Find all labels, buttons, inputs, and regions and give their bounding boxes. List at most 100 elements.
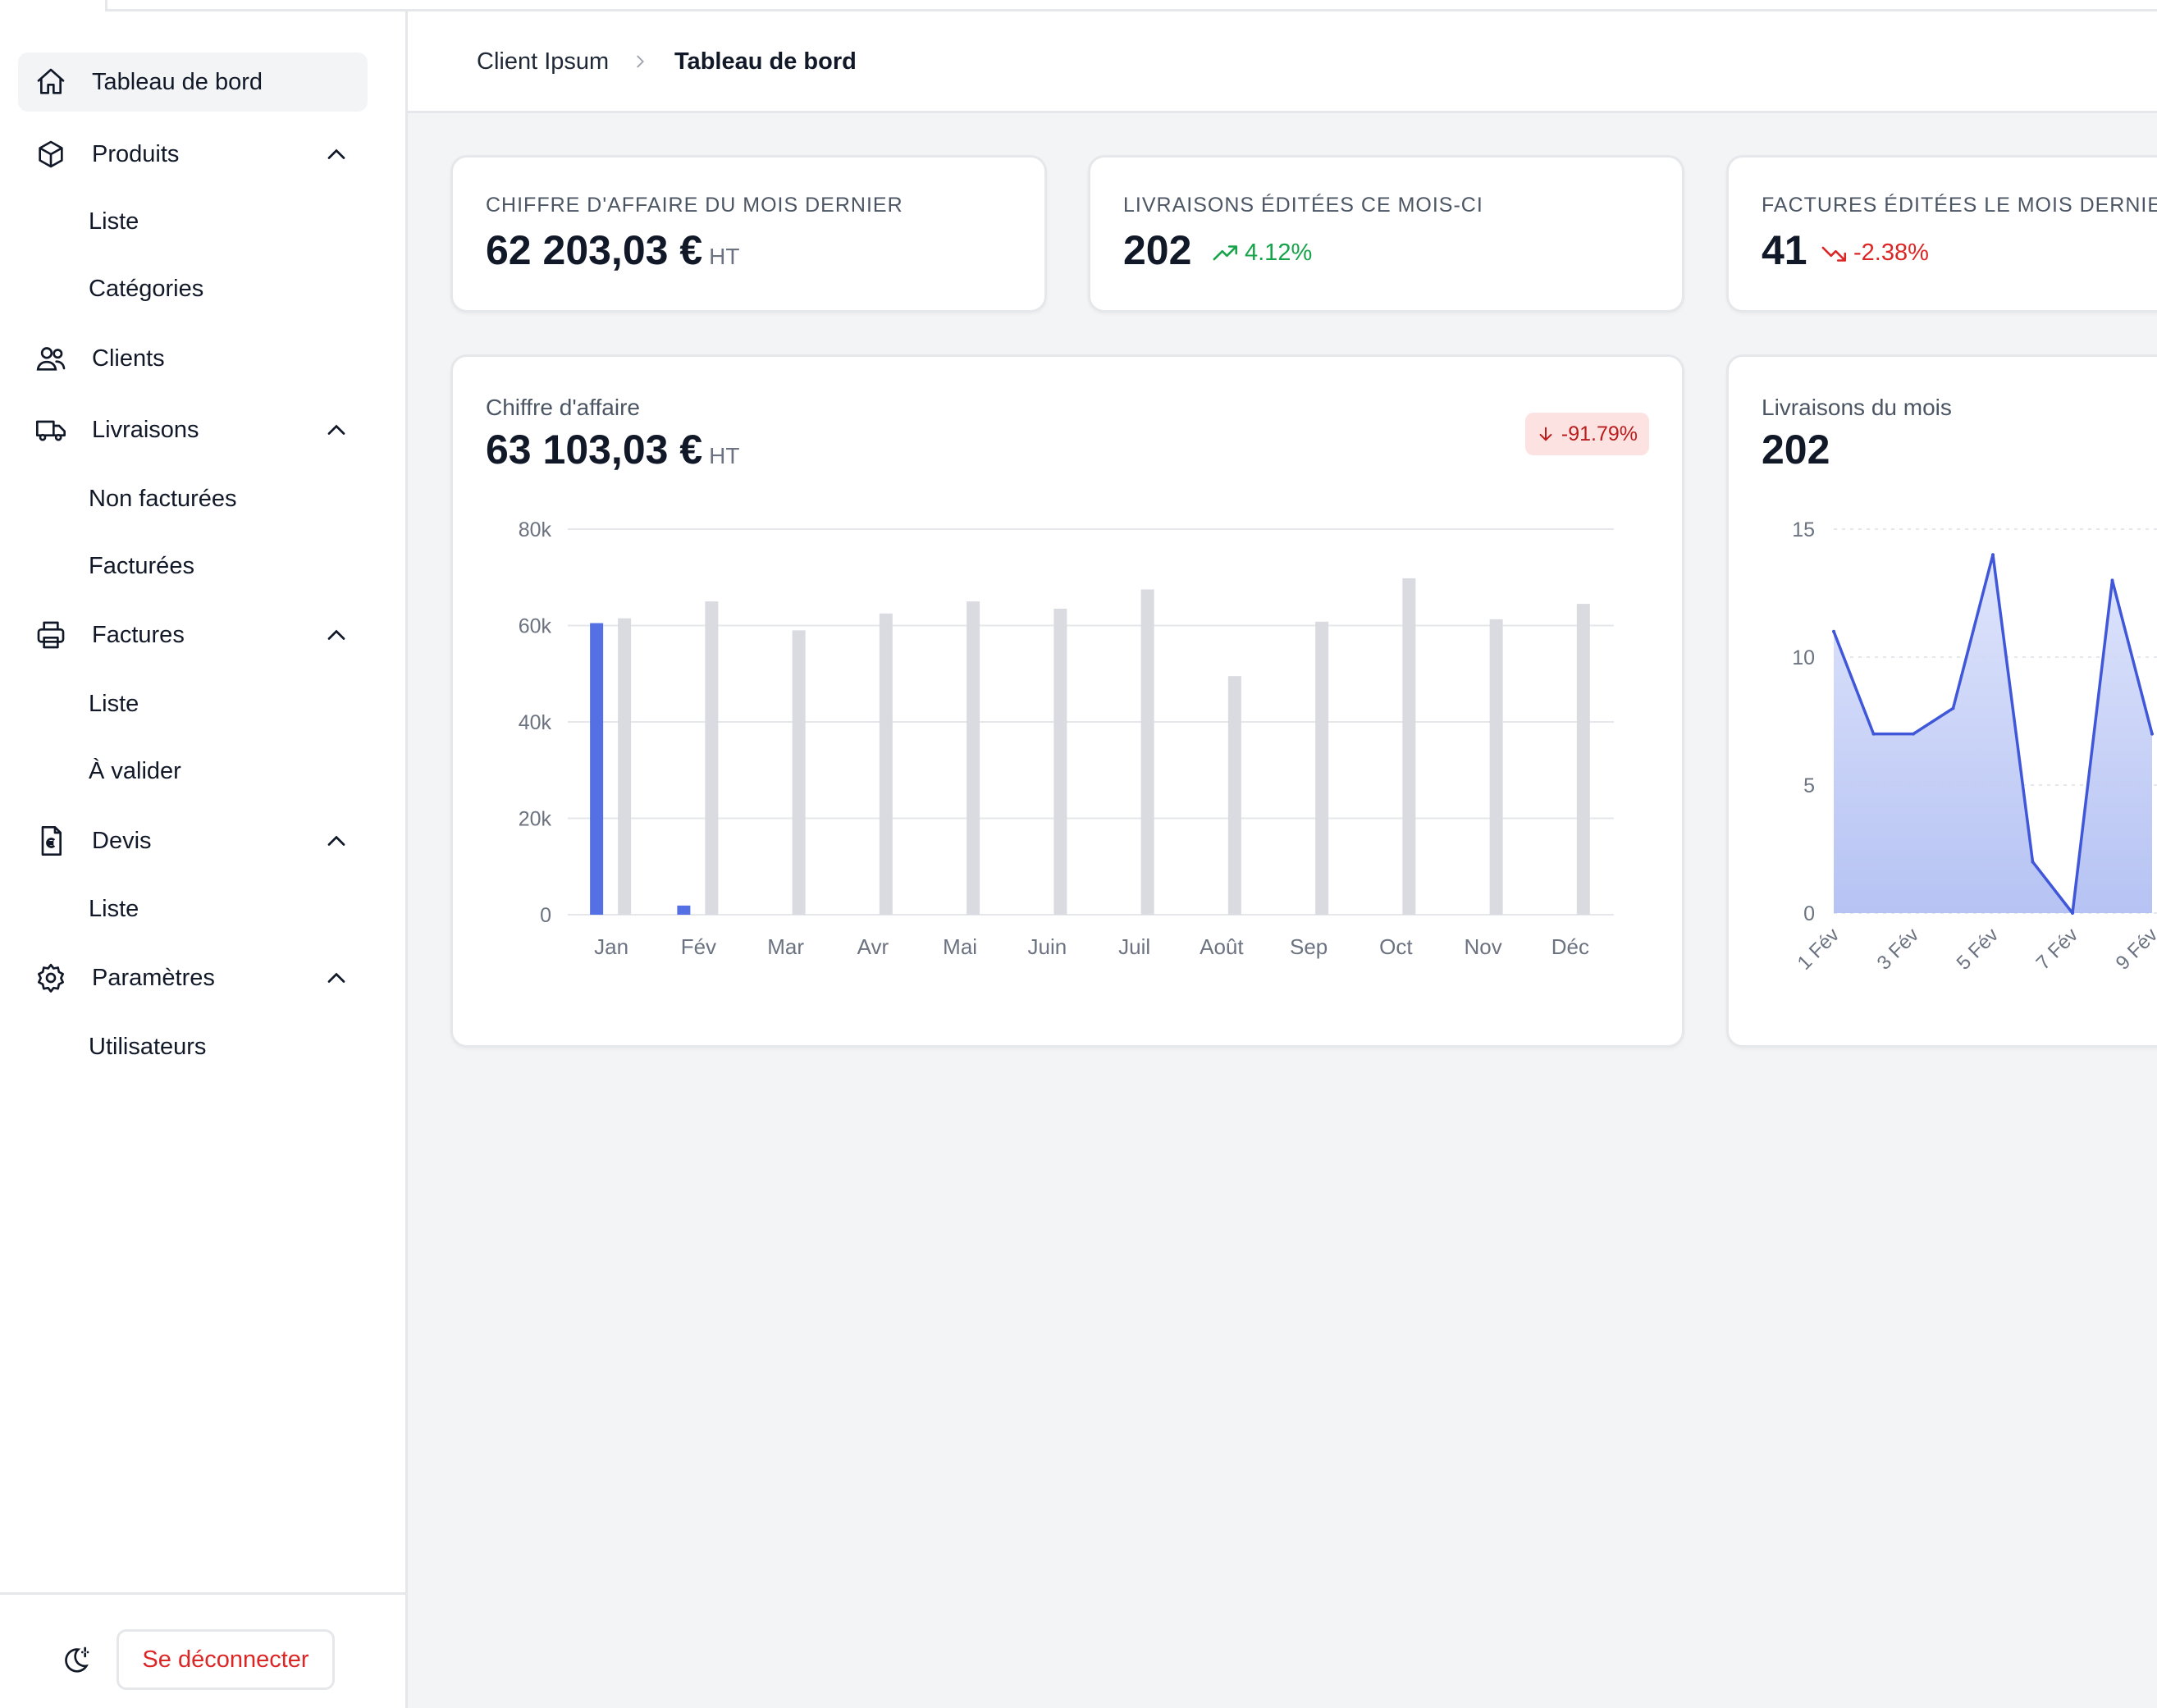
y-tick-label: 60k [519,615,552,638]
chart-value: 202 [1762,427,1830,473]
header: Client Ipsum Tableau de bord [408,11,2157,113]
sidebar-subitem-produits-liste[interactable]: Liste [89,208,139,235]
chevron-up-icon[interactable] [322,826,351,856]
chart-unit: HT [709,443,740,468]
chevron-up-icon[interactable] [322,963,351,993]
trend-value: 4.12% [1245,240,1313,266]
sidebar: Tableau de bord Produits Liste Catégorie… [0,11,408,1708]
bar-comparison [1140,589,1154,915]
chevron-up-icon[interactable] [322,620,351,650]
change-badge: -91.79% [1524,413,1649,455]
y-tick-label: 5 [1803,774,1815,797]
x-tick-label: Avr [857,934,889,959]
window-top-strip [0,0,2157,11]
x-tick-label: 1 Fév [1794,924,1844,975]
area-fill [1834,555,2152,913]
trending-up-icon [1213,244,1238,260]
x-tick-label: Fév [681,934,716,959]
sidebar-subitem-devis-liste[interactable]: Liste [89,896,139,922]
data-point [2071,911,2074,915]
x-tick-label: Mai [943,934,977,959]
sidebar-item-clients[interactable]: Clients [18,329,368,388]
breadcrumb-client[interactable]: Client Ipsum [477,48,610,75]
x-tick-label: Nov [1465,934,1502,959]
truck-icon [34,413,67,446]
sidebar-subitem-facturees[interactable]: Facturées [89,553,194,579]
data-point [1912,732,1915,736]
sidebar-item-livraisons[interactable]: Livraisons [18,400,368,459]
stat-card-invoices: FACTURES ÉDITÉES LE MOIS DERNIER 41 -2.3… [1726,155,2157,313]
trend-down: -2.38% [1821,240,1929,267]
x-tick-label: Juin [1028,934,1067,959]
chevron-up-icon[interactable] [322,139,351,169]
x-tick-label: 7 Fév [2032,924,2083,975]
gear-icon [34,961,67,994]
bar-comparison [1053,608,1067,915]
sidebar-subitem-utilisateurs[interactable]: Utilisateurs [89,1034,207,1060]
breadcrumb-current: Tableau de bord [674,48,857,75]
x-tick-label: 5 Fév [1953,924,2004,975]
bar-comparison [1576,604,1590,915]
sidebar-item-devis[interactable]: Devis [18,811,368,870]
cube-icon [34,138,67,171]
document-euro-icon [34,824,67,857]
x-tick-label: Déc [1551,934,1589,959]
sidebar-item-factures[interactable]: Factures [18,605,368,664]
deliveries-area-chart: 0 5 10 15 1 Fév 3 Fév 5 Fév 7 Fév 9 Fév [1792,518,2157,975]
stat-card-deliveries: LIVRAISONS ÉDITÉES CE MOIS-CI 202 4.12% [1088,155,1684,313]
sidebar-item-label: Paramètres [92,964,215,991]
bar-comparison [967,601,980,915]
theme-toggle-icon[interactable] [59,1644,92,1677]
y-tick-label: 0 [540,904,551,927]
stat-value: 202 [1123,227,1192,273]
sidebar-subitem-non-facturees[interactable]: Non facturées [89,486,237,512]
sidebar-item-dashboard[interactable]: Tableau de bord [18,53,368,112]
data-point [2031,860,2035,864]
stat-card-revenue: CHIFFRE D'AFFAIRE DU MOIS DERNIER 62 203… [450,155,1047,313]
x-tick-label: Juil [1118,934,1150,959]
sidebar-item-label: Tableau de bord [92,68,263,95]
badge-value: -91.79% [1561,422,1638,445]
x-tick-label: Oct [1379,934,1413,959]
bar-comparison [792,630,806,915]
stat-value: 62 203,03 € HT [486,227,740,273]
revenue-chart-card: Chiffre d'affaire 63 103,03 € HT -91.79% … [450,354,1684,1048]
sidebar-item-label: Livraisons [92,416,199,443]
bar-comparison [705,601,719,915]
chart-value: 63 103,03 € HT [486,427,740,473]
bar-comparison [879,613,893,915]
stat-value: 41 [1762,227,1807,273]
users-icon [34,342,67,375]
sidebar-subitem-a-valider[interactable]: À valider [89,758,181,784]
stat-title: CHIFFRE D'AFFAIRE DU MOIS DERNIER [486,194,903,217]
sidebar-footer: Se déconnecter [0,1592,405,1708]
y-tick-label: 40k [519,711,552,734]
printer-icon [34,619,67,651]
data-point [1991,553,1995,557]
bar-comparison [1489,619,1503,915]
bar-comparison [1227,676,1241,915]
chart-title: Livraisons du mois [1762,395,1952,420]
sidebar-item-parametres[interactable]: Paramètres [18,948,368,1007]
sidebar-item-produits[interactable]: Produits [18,125,368,184]
data-point [2110,578,2114,582]
chevron-up-icon[interactable] [322,415,351,445]
sidebar-subitem-factures-liste[interactable]: Liste [89,691,139,717]
sidebar-subitem-categories[interactable]: Catégories [89,276,204,302]
data-point [2150,732,2154,736]
sidebar-item-label: Produits [92,140,180,167]
revenue-bar-chart: 0 20k 40k 60k 80k Jan Fév Mar Avr Mai Juin Juil Août… [519,518,1614,959]
deliveries-chart-card: Livraisons du mois 202 0 5 10 15 1 Fév 3 Fév 5… [1726,354,2157,1048]
stat-title: FACTURES ÉDITÉES LE MOIS DERNIER [1762,194,2157,217]
arrow-down-icon [1539,427,1552,441]
chart-title: Chiffre d'affaire [486,395,640,420]
bar-comparison [1315,621,1329,915]
logout-button[interactable]: Se déconnecter [117,1629,335,1690]
x-tick-label: Août [1200,934,1244,959]
bar-comparison [618,618,632,915]
x-tick-label: Sep [1290,934,1328,959]
y-tick-label: 10 [1792,646,1815,669]
x-tick-label: Mar [767,934,804,959]
y-tick-label: 0 [1803,902,1815,925]
trend-up: 4.12% [1212,240,1312,267]
